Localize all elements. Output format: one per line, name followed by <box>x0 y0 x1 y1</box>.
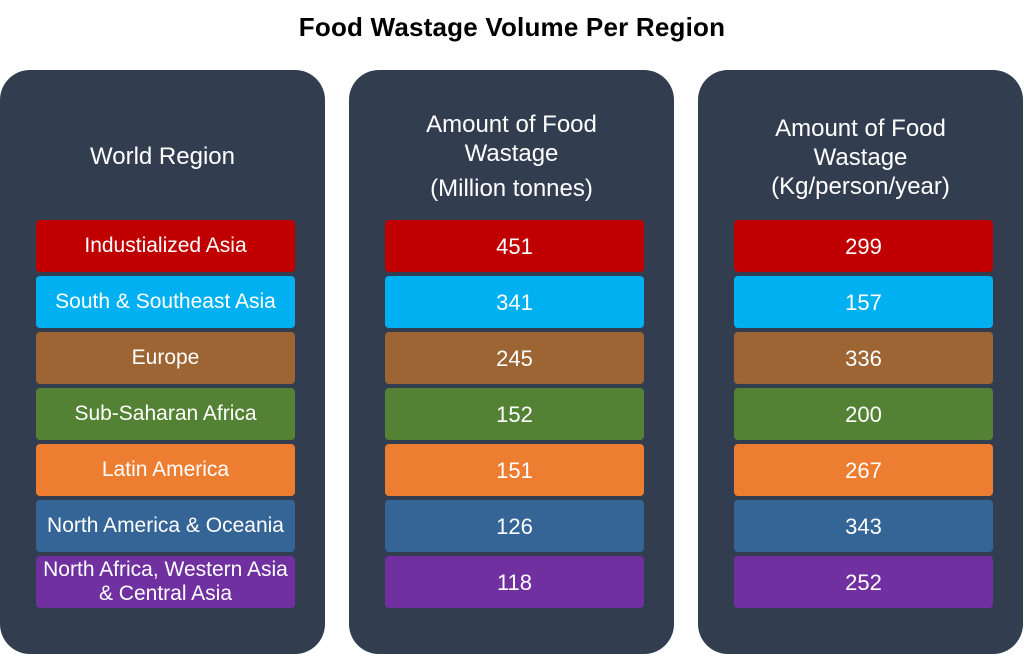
million-tonnes-cell: 152 <box>385 388 644 440</box>
header-line: (Million tonnes) <box>430 175 593 202</box>
million-tonnes-rows: 451 341 245 152 151 126 118 <box>385 220 644 612</box>
header-line: (Kg/person/year) <box>771 173 950 200</box>
kg-per-person-panel: Amount of Food Wastage (Kg/person/year) … <box>698 70 1023 654</box>
million-tonnes-cell: 245 <box>385 332 644 384</box>
kg-per-person-rows: 299 157 336 200 267 343 252 <box>734 220 993 612</box>
region-cell: South & Southeast Asia <box>36 276 295 328</box>
world-region-header: World Region <box>0 142 325 171</box>
million-tonnes-cell: 451 <box>385 220 644 272</box>
region-cell: North America & Oceania <box>36 500 295 552</box>
header-line: Amount of Food <box>426 111 597 138</box>
million-tonnes-header: Amount of Food Wastage (Million tonnes) <box>349 110 674 203</box>
region-cell: North Africa, Western Asia & Central Asi… <box>36 556 295 608</box>
kg-per-person-cell: 200 <box>734 388 993 440</box>
kg-per-person-cell: 267 <box>734 444 993 496</box>
world-region-panel: World Region Industialized Asia South & S… <box>0 70 325 654</box>
header-line: Amount of Food <box>775 115 946 142</box>
million-tonnes-cell: 341 <box>385 276 644 328</box>
kg-per-person-cell: 252 <box>734 556 993 608</box>
header-line: Wastage <box>464 140 559 167</box>
kg-per-person-header: Amount of Food Wastage (Kg/person/year) <box>698 114 1023 201</box>
header-line: World Region <box>90 143 235 170</box>
region-cell: Sub-Saharan Africa <box>36 388 295 440</box>
region-cell: Latin America <box>36 444 295 496</box>
region-rows: Industialized Asia South & Southeast Asia… <box>36 220 295 612</box>
region-cell: Europe <box>36 332 295 384</box>
kg-per-person-cell: 157 <box>734 276 993 328</box>
million-tonnes-cell: 151 <box>385 444 644 496</box>
chart-title: Food Wastage Volume Per Region <box>298 12 726 42</box>
region-cell: Industialized Asia <box>36 220 295 272</box>
million-tonnes-cell: 126 <box>385 500 644 552</box>
kg-per-person-cell: 343 <box>734 500 993 552</box>
million-tonnes-cell: 118 <box>385 556 644 608</box>
kg-per-person-cell: 336 <box>734 332 993 384</box>
kg-per-person-cell: 299 <box>734 220 993 272</box>
header-line: Wastage <box>813 144 908 171</box>
million-tonnes-panel: Amount of Food Wastage (Million tonnes) … <box>349 70 674 654</box>
